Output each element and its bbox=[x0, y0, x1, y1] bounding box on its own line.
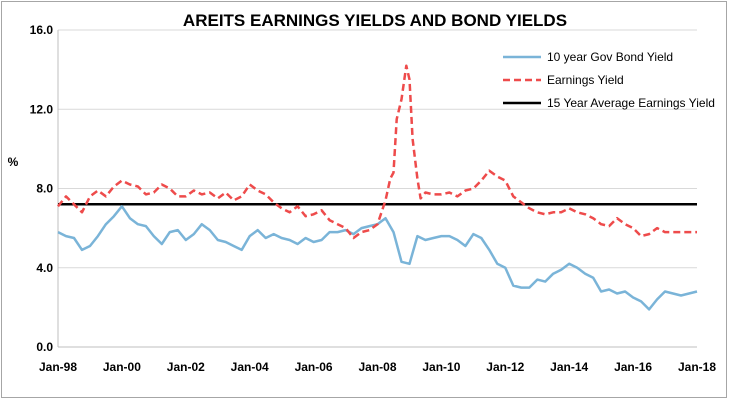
x-tick-label-10: Jan-18 bbox=[678, 360, 716, 374]
x-tick-label-0: Jan-98 bbox=[39, 360, 77, 374]
y-axis-label: % bbox=[8, 155, 19, 169]
legend-label-0: 10 year Gov Bond Yield bbox=[547, 50, 673, 64]
x-tick-label-7: Jan-12 bbox=[486, 360, 524, 374]
x-tick-labels: Jan-98 Jan-00 Jan-02 Jan-04 Jan-06 Jan-08 Jan-… bbox=[39, 360, 716, 374]
y-tick-label-1: 4.0 bbox=[36, 261, 53, 275]
legend: 10 year Gov Bond Yield Earnings Yield 15 Y… bbox=[503, 50, 715, 110]
axes bbox=[57, 30, 697, 348]
series-line-0 bbox=[57, 205, 698, 311]
legend-label-2: 15 Year Average Earnings Yield bbox=[547, 96, 715, 110]
series-line-1 bbox=[57, 64, 697, 240]
x-tick-label-6: Jan-10 bbox=[422, 360, 460, 374]
y-tick-label-4: 16.0 bbox=[30, 23, 54, 37]
legend-label-1: Earnings Yield bbox=[547, 73, 624, 87]
x-tick-label-3: Jan-04 bbox=[231, 360, 269, 374]
x-tick-label-8: Jan-14 bbox=[550, 360, 588, 374]
y-tick-label-0: 0.0 bbox=[36, 340, 53, 354]
x-tick-label-1: Jan-00 bbox=[103, 360, 141, 374]
series-group bbox=[57, 64, 698, 311]
x-tick-label-4: Jan-06 bbox=[295, 360, 333, 374]
y-tick-labels: 0.0 4.0 8.0 12.0 16.0 bbox=[30, 23, 54, 354]
y-tick-label-2: 8.0 bbox=[36, 182, 53, 196]
chart-title: AREITS EARNINGS YIELDS AND BOND YIELDS bbox=[183, 11, 567, 30]
x-tick-label-9: Jan-16 bbox=[614, 360, 652, 374]
x-tick-label-2: Jan-02 bbox=[167, 360, 205, 374]
x-tick-label-5: Jan-08 bbox=[358, 360, 396, 374]
y-tick-label-3: 12.0 bbox=[30, 102, 54, 116]
